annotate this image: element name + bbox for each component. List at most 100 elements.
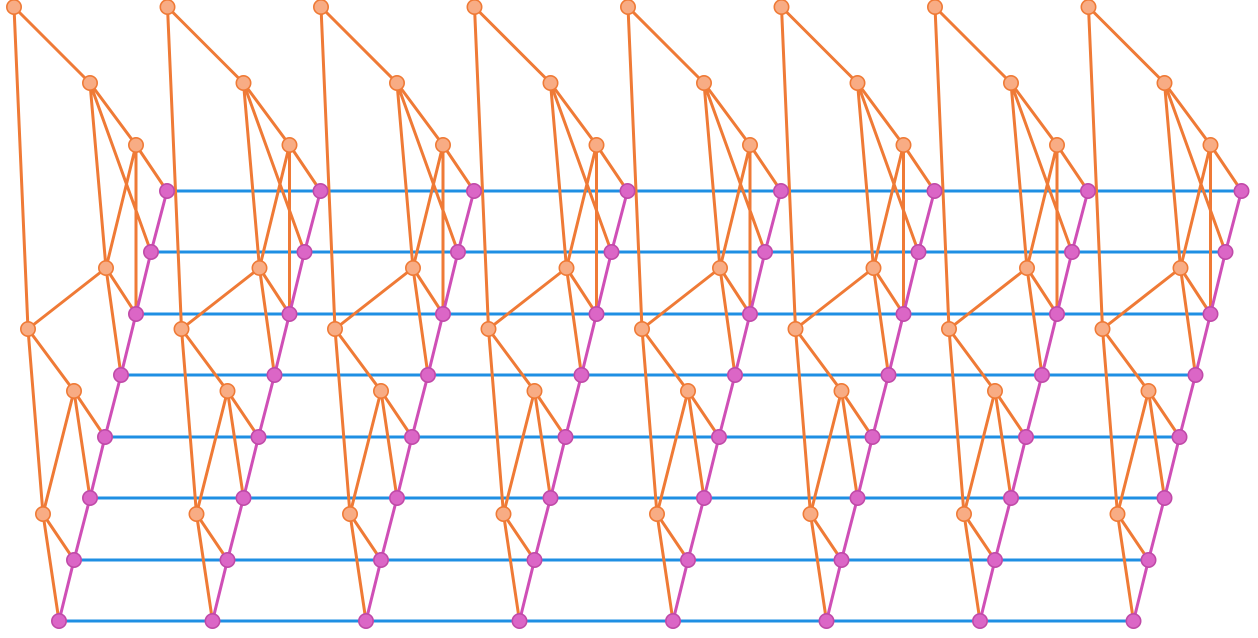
magenta-edge [702, 435, 721, 500]
orange-edge [840, 389, 874, 439]
magenta-node [1187, 366, 1204, 383]
orange-edge [88, 81, 153, 254]
orange-edge [180, 327, 229, 393]
magenta-node [159, 183, 176, 200]
magenta-edge [149, 189, 169, 254]
orange-edge [640, 327, 690, 393]
orange-edge [487, 327, 505, 516]
magenta-edge [1040, 312, 1059, 377]
orange-edge [180, 266, 261, 331]
orange-node [66, 382, 83, 399]
orange-node [986, 382, 1003, 399]
orange-edge [333, 266, 415, 331]
orange-edge [947, 327, 966, 516]
magenta-node [235, 489, 252, 506]
orange-edge [487, 327, 536, 393]
magenta-node [619, 183, 636, 200]
magenta-edge [1132, 558, 1150, 623]
orange-node [281, 137, 298, 154]
magenta-node [1125, 612, 1142, 629]
orange-edge [195, 389, 229, 516]
magenta-edge [273, 312, 291, 377]
magenta-edge [549, 435, 567, 500]
magenta-edge [717, 373, 737, 439]
magenta-node [1049, 305, 1066, 322]
magenta-node [1171, 428, 1188, 445]
orange-node [251, 259, 268, 276]
magenta-node [895, 305, 912, 322]
magenta-node [1233, 183, 1250, 200]
magenta-edge [134, 250, 153, 316]
orange-node [128, 137, 145, 154]
orange-edge [794, 327, 843, 393]
orange-edge [379, 389, 414, 439]
orange-edge [104, 266, 123, 377]
orange-edge [242, 81, 306, 254]
orange-node [404, 259, 421, 276]
orange-edge [595, 143, 629, 193]
magenta-edge [103, 373, 123, 439]
orange-edge [258, 143, 291, 270]
orange-edge [242, 81, 291, 147]
orange-edge [1179, 143, 1212, 270]
orange-edge [947, 266, 1029, 331]
orange-edge [502, 512, 521, 623]
orange-node [313, 0, 329, 15]
orange-edge [686, 389, 721, 439]
orange-edge [12, 5, 92, 85]
orange-node [955, 505, 972, 522]
orange-edge [718, 266, 737, 377]
magenta-node [82, 489, 99, 506]
magenta-edge [1163, 435, 1181, 500]
magenta-node [250, 428, 267, 445]
magenta-node [926, 183, 943, 200]
orange-node [711, 259, 728, 276]
orange-node [787, 320, 804, 337]
orange-edge [872, 266, 890, 377]
orange-edge [72, 389, 107, 439]
orange-edge [840, 389, 859, 500]
orange-edge [1101, 327, 1150, 393]
orange-edge [1209, 143, 1243, 193]
orange-edge [502, 389, 536, 516]
orange-node [388, 75, 405, 92]
orange-node [466, 0, 483, 15]
magenta-node [143, 244, 160, 261]
orange-edge [226, 389, 245, 500]
magenta-node [1156, 489, 1173, 506]
magenta-node [372, 551, 389, 568]
orange-edge [872, 143, 905, 270]
magenta-edge [763, 189, 783, 254]
orange-node [620, 0, 636, 15]
orange-edge [41, 512, 76, 562]
magenta-edge [840, 496, 859, 562]
magenta-edge [564, 373, 583, 439]
magenta-edge [441, 250, 460, 316]
magenta-edge [978, 558, 997, 623]
orange-edge [1116, 512, 1150, 562]
magenta-edge [456, 189, 476, 254]
magenta-node [1217, 244, 1234, 261]
magenta-node [557, 428, 574, 445]
orange-edge [780, 5, 797, 331]
magenta-edge [1194, 312, 1212, 377]
orange-edge [395, 81, 415, 270]
orange-node [98, 259, 115, 276]
magenta-edge [671, 558, 690, 623]
orange-edge [626, 5, 644, 331]
magenta-node [434, 305, 451, 322]
magenta-edges [57, 189, 1243, 623]
orange-edge [702, 81, 767, 254]
orange-edge [319, 5, 337, 331]
orange-edge [626, 5, 706, 85]
orange-edge [411, 266, 445, 316]
orange-node [34, 505, 51, 522]
orange-node [341, 505, 358, 522]
magenta-node [1202, 305, 1219, 322]
magenta-node [128, 305, 145, 322]
magenta-node [1080, 183, 1097, 200]
orange-edge [12, 5, 30, 331]
orange-node [588, 137, 605, 154]
orange-edge [856, 81, 905, 147]
orange-edge [166, 5, 183, 331]
